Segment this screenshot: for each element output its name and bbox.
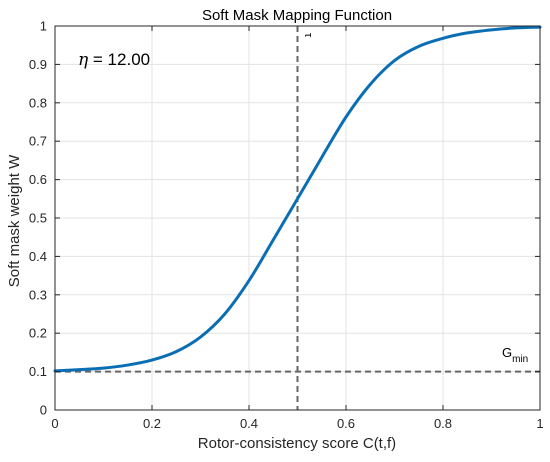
x-axis-label: Rotor-consistency score C(t,f) bbox=[198, 435, 396, 452]
x-tick-label: 0.8 bbox=[434, 416, 452, 431]
y-tick-label: 0.4 bbox=[29, 249, 47, 264]
gmin-label-sub: min bbox=[512, 354, 528, 365]
chart-title: Soft Mask Mapping Function bbox=[202, 7, 392, 24]
x-tick-label: 0.2 bbox=[143, 416, 161, 431]
y-tick-label: 0.3 bbox=[29, 287, 47, 302]
eta-annotation: η = 12.00 bbox=[78, 50, 150, 70]
y-tick-label: 0.8 bbox=[29, 95, 47, 110]
y-tick-label: 0.6 bbox=[29, 172, 47, 187]
gmin-label-main: G bbox=[502, 345, 512, 360]
y-axis-label: Soft mask weight W bbox=[6, 154, 23, 287]
eta-symbol: η bbox=[78, 50, 89, 70]
y-tick-label: 0.9 bbox=[29, 57, 47, 72]
plot-frame bbox=[54, 25, 541, 411]
series-layer bbox=[53, 25, 542, 373]
y-tick-label: 0.5 bbox=[29, 211, 47, 226]
gmin-label: Gmin bbox=[502, 345, 528, 365]
y-tick-label: 0 bbox=[40, 403, 47, 418]
y-tick-label: 0.1 bbox=[29, 364, 47, 379]
x-tick-label: 0.6 bbox=[337, 416, 355, 431]
x-tick-label: 0 bbox=[51, 416, 58, 431]
soft-mask-curve bbox=[53, 25, 542, 373]
x-tick-label: 1 bbox=[536, 416, 543, 431]
axes bbox=[54, 25, 541, 411]
y-tick-label: 1 bbox=[40, 19, 47, 34]
y-tick-label: 0.7 bbox=[29, 134, 47, 149]
x-tick-label: 0.4 bbox=[240, 416, 258, 431]
eta-value: = 12.00 bbox=[88, 50, 150, 69]
tick-labels: 0 0.2 0.4 0.6 0.8 1 0 0.1 0.2 0.3 0.4 0.5 0.6 0.7 0.8 0… bbox=[29, 19, 544, 432]
y-tick-label: 0.2 bbox=[29, 326, 47, 341]
reference-lines bbox=[55, 26, 540, 410]
tau-label: τ bbox=[302, 33, 314, 38]
